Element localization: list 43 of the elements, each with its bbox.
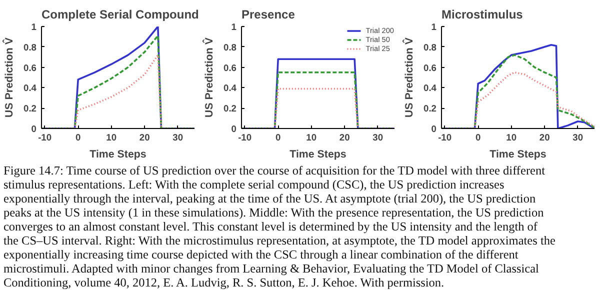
x-tick-label: 30 bbox=[172, 132, 184, 142]
y-tick-label: 0 bbox=[431, 124, 437, 134]
x-tick-label: 10 bbox=[306, 132, 317, 142]
text: Figure 14.7: Time course of US prediction over the course of acquisition for the TD model with three different stimulus representations. Left: With the complete serial compound (CSC), the US prediction increases exponentially through the interval, peaking at the time of the US. At asymptote (trial 200), the US prediction peaks at the US intensity (1 in these simulations). Middle: With the presence representation, the US prediction converges to an almost constant level. This constant level is determined by the US intensity and the length of the CS–US interval. Right: With the microstimulus representation, at asymptote, the TD model approximates the exponentially increasing time course depicted with the CSC through a linear combination of the different microstimuli. Adapted with minor changes from Learning & Behavior, Evaluating the TD Model of Classical Conditioning, volume 40, 2012, E. A. Ludvig, R. S. Sutton, E. J. Kehoe. With permission. bbox=[4, 164, 556, 290]
y-axis-title: US Prediction V̂ bbox=[402, 36, 416, 118]
x-tick-label: -10 bbox=[238, 132, 252, 142]
y-axis-title: US Prediction V̂ bbox=[202, 36, 216, 118]
x-tick-label: -10 bbox=[38, 132, 52, 142]
x-axis-title: Time Steps bbox=[290, 148, 346, 160]
x-tick-label: 30 bbox=[372, 132, 384, 142]
y-tick-label: 1 bbox=[231, 22, 237, 32]
y-tick-label: 0.6 bbox=[24, 62, 36, 73]
y-tick-label: 1 bbox=[31, 22, 37, 32]
y-tick-label: 0.8 bbox=[24, 42, 36, 52]
x-tick-label: 10 bbox=[506, 132, 517, 142]
x-tick-label: 20 bbox=[539, 132, 550, 142]
y-tick-label: 0.4 bbox=[424, 83, 438, 94]
y-tick-label: 0.2 bbox=[224, 104, 236, 114]
x-tick-label: 0 bbox=[275, 132, 281, 142]
y-tick-label: 0.4 bbox=[24, 83, 38, 94]
x-tick-label: 0 bbox=[75, 132, 81, 142]
y-tick-label: 0 bbox=[31, 124, 37, 134]
y-tick-label: 0.6 bbox=[224, 62, 236, 73]
y-axis-title: US Prediction V̂ bbox=[2, 36, 16, 118]
x-axis-title: Time Steps bbox=[90, 148, 146, 160]
x-axis-title: Time Steps bbox=[490, 148, 546, 160]
x-tick-label: -10 bbox=[438, 132, 452, 142]
y-tick-label: 0.2 bbox=[24, 104, 36, 114]
x-tick-label: 10 bbox=[106, 132, 117, 142]
x-tick-label: 20 bbox=[139, 132, 150, 142]
chart-title: Complete Serial Compound bbox=[42, 8, 199, 22]
y-tick-label: 1 bbox=[431, 22, 437, 32]
y-tick-label: 0.2 bbox=[424, 104, 436, 114]
chart-title: Microstimulus bbox=[442, 8, 524, 22]
y-tick-label: 0 bbox=[231, 124, 237, 134]
x-tick-label: 30 bbox=[572, 132, 584, 142]
x-tick-label: 20 bbox=[339, 132, 350, 142]
y-tick-label: 0.8 bbox=[224, 42, 236, 52]
chart-title: Presence bbox=[242, 8, 296, 22]
y-tick-label: 0.6 bbox=[424, 62, 436, 73]
x-tick-label: 0 bbox=[475, 132, 481, 142]
y-tick-label: 0.4 bbox=[224, 83, 238, 94]
y-tick-label: 0.8 bbox=[424, 42, 436, 52]
